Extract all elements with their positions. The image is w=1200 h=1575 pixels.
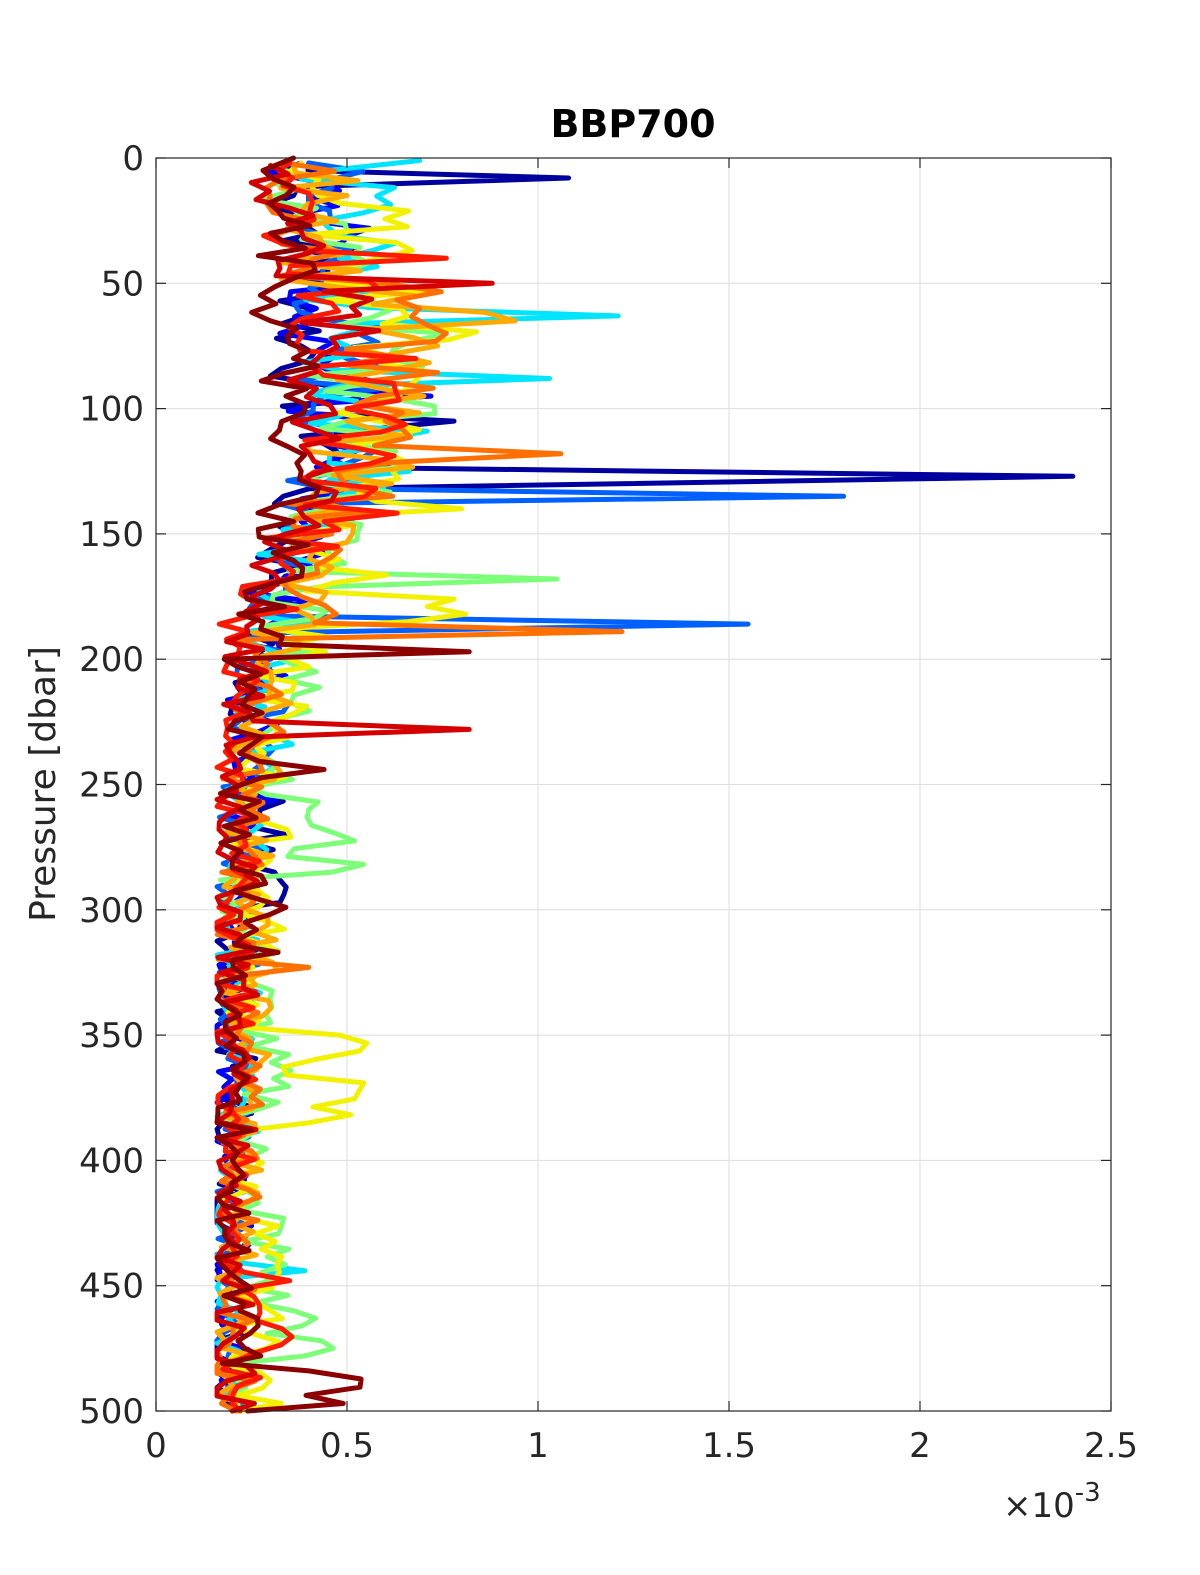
x-tick-label: 0	[145, 1426, 167, 1466]
y-tick-label: 150	[79, 515, 144, 555]
x-tick-label: 2	[909, 1426, 931, 1466]
y-tick-label: 50	[101, 264, 144, 304]
x-tick-label: 2.5	[1084, 1426, 1138, 1466]
y-tick-label: 400	[79, 1141, 144, 1181]
x-axis-multiplier-base: ×10	[1003, 1486, 1075, 1526]
x-tick-label: 0.5	[320, 1426, 374, 1466]
y-tick-label: 350	[79, 1016, 144, 1056]
y-tick-label: 200	[79, 640, 144, 680]
y-tick-label: 500	[79, 1392, 144, 1432]
axes: 0 0.5 1 1.5 2 2.5 0 50 100 150 200 250 300 350 400 450 5…	[79, 139, 1138, 1466]
y-tick-label: 450	[79, 1267, 144, 1307]
x-axis-multiplier-exponent: -3	[1075, 1478, 1101, 1508]
y-tick-label: 0	[122, 139, 144, 179]
y-tick-label: 300	[79, 891, 144, 931]
y-axis-label: Pressure [dbar]	[23, 646, 64, 922]
chart-title: BBP700	[550, 102, 715, 146]
y-tick-label: 250	[79, 766, 144, 806]
x-axis-multiplier: ×10-3	[1003, 1478, 1101, 1526]
profile-line-11	[214, 155, 472, 1414]
y-tick-label: 100	[79, 390, 144, 430]
x-tick-label: 1	[527, 1426, 549, 1466]
series-lines	[214, 155, 1076, 1414]
axes-box	[155, 157, 1112, 1412]
x-tick-label: 1.5	[702, 1426, 756, 1466]
